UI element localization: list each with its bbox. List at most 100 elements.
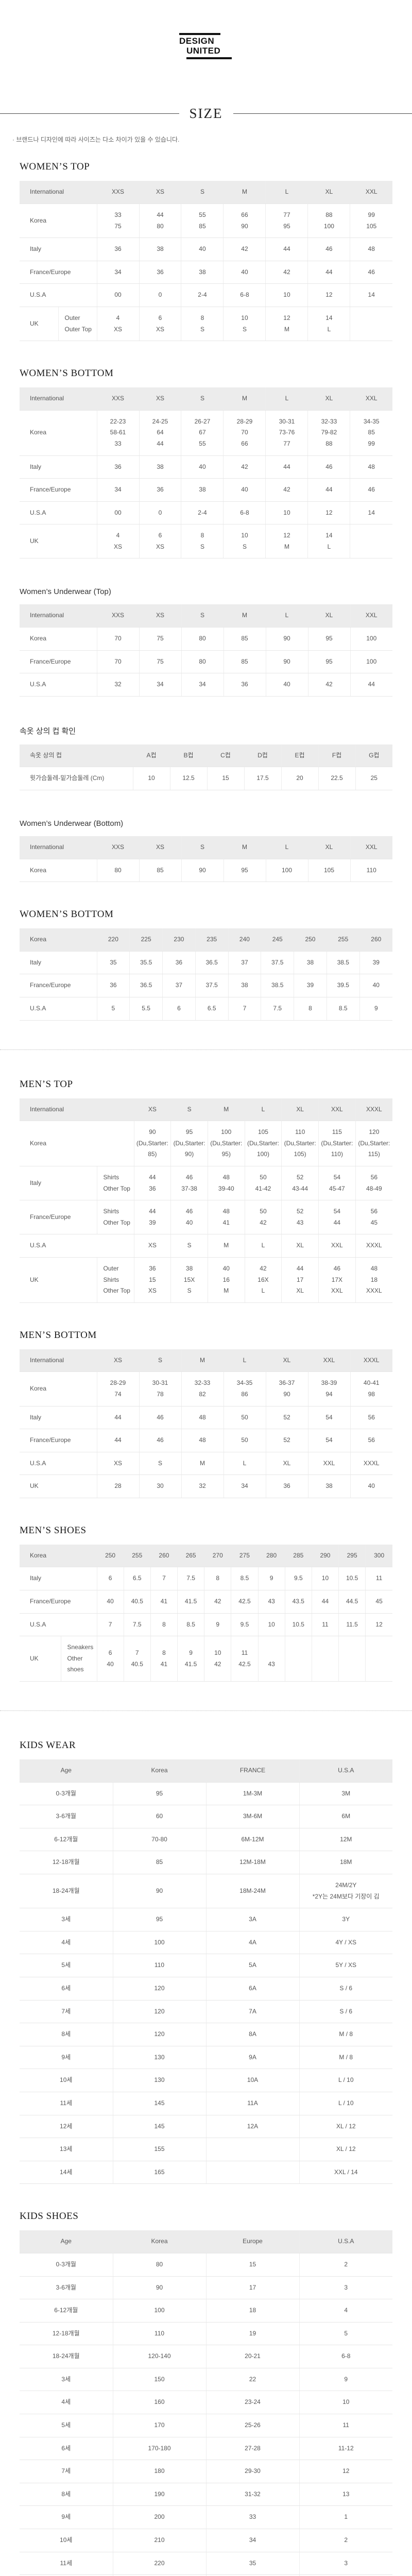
size-cell: 100 <box>113 1931 207 1955</box>
row-label: U.S.A <box>20 283 97 307</box>
size-cell: 18M-24M <box>206 1874 300 1909</box>
size-cell: 24M/2Y *2Y는 24M보다 기장이 김 <box>299 1874 392 1909</box>
row-label: U.S.A <box>20 673 97 697</box>
size-cell: S <box>170 1234 208 1258</box>
column-header: XXL <box>350 604 392 628</box>
size-cell: 10 <box>265 501 308 525</box>
column-header: S <box>181 181 224 204</box>
size-cell: 70 <box>97 627 140 651</box>
size-cell: 27-28 <box>206 2437 300 2461</box>
row-label: 11세 <box>20 2092 113 2115</box>
size-cell: 7 <box>228 997 262 1021</box>
table-row: 6-12개월 70-80 6M-12M 12M <box>20 1828 392 1852</box>
size-cell: 14 <box>350 501 392 525</box>
size-cell: 40 <box>223 261 266 284</box>
size-cell: 10.5 <box>285 1613 312 1637</box>
column-header: 280 <box>258 1544 285 1568</box>
size-cell: 2 <box>299 2253 392 2277</box>
table-row: U.S.A 32 34 34 36 40 42 44 <box>20 673 392 697</box>
column-header: XXL <box>350 387 392 411</box>
size-cell: 25-26 <box>206 2414 300 2437</box>
row-label: U.S.A <box>20 1452 97 1476</box>
size-cell: 52 43-44 <box>281 1166 319 1201</box>
column-header: U.S.A <box>299 2230 392 2253</box>
row-label: 3세 <box>20 1908 113 1931</box>
size-cell: XXXL <box>355 1234 392 1258</box>
row-label: Italy <box>20 1567 97 1591</box>
row-label: 5세 <box>20 2414 113 2437</box>
column-header: XXL <box>350 181 392 204</box>
size-cell: 9 <box>299 2368 392 2392</box>
size-cell: 50 <box>224 1429 266 1452</box>
column-header: XS <box>97 1349 140 1372</box>
column-header: 245 <box>261 928 295 952</box>
size-cell: 54 <box>308 1429 351 1452</box>
column-header: XXS <box>97 604 140 628</box>
size-cell: 75 <box>139 650 182 674</box>
mens-top-table: International XS S M L XL XXL XXXL Korea 90 (Du,St… <box>20 1098 392 1303</box>
column-header: Korea <box>113 2230 207 2253</box>
size-cell: 9 41.5 <box>177 1636 205 1682</box>
table-row: Italy 36 38 40 42 44 46 48 <box>20 455 392 479</box>
size-cell: 39 <box>359 951 392 975</box>
title-rule-right <box>233 113 412 114</box>
table-row: UK Outer Outer Top 4 XS 6 XS 8 S 10 S 12 M 14 L <box>20 307 392 342</box>
size-cell: 54 45-47 <box>318 1166 356 1201</box>
size-cell: 90 <box>181 859 224 883</box>
column-header: International <box>20 181 97 204</box>
row-label: 11세 <box>20 2552 113 2575</box>
row-label: UK <box>20 524 97 559</box>
size-cell: 39 <box>294 974 327 997</box>
column-header: S <box>181 387 224 411</box>
column-header: A컵 <box>133 744 170 768</box>
size-cell: 52 <box>266 1406 308 1430</box>
column-header: S <box>181 604 224 628</box>
size-cell: 85 <box>224 627 266 651</box>
table-row: Korea 70 75 80 85 90 95 100 <box>20 627 392 651</box>
size-cell: 9A <box>206 2046 300 2070</box>
size-cell: 28-29 74 <box>97 1371 140 1406</box>
size-cell: 12 <box>299 2460 392 2483</box>
size-cell: 40 <box>181 455 224 479</box>
table-row: 12-18개월 85 12M-18M 18M <box>20 1851 392 1874</box>
size-cell: 105 (Du,Starter: 100) <box>245 1121 282 1166</box>
table-row: 9세 200 33 1 <box>20 2505 392 2530</box>
size-cell: 3Y <box>299 1908 392 1931</box>
size-cell: 120 <box>113 1977 207 2001</box>
size-cell: 35.5 <box>129 951 163 975</box>
row-label: UK <box>20 1475 97 1498</box>
size-cell: 90 (Du,Starter: 85) <box>134 1121 171 1166</box>
size-cell: 34-35 86 <box>224 1371 266 1406</box>
column-header: XL <box>281 1098 319 1122</box>
size-cell: 150 <box>113 2368 207 2392</box>
size-cell: XXXL <box>350 1452 392 1476</box>
table-row: UK 28 30 32 34 36 38 40 <box>20 1475 392 1498</box>
size-cell: 40.5 <box>124 1590 151 1614</box>
column-header: Korea <box>20 1544 97 1568</box>
row-label: 3세 <box>20 2368 113 2392</box>
size-cell: 6.5 <box>124 1567 151 1591</box>
size-cell: 0 <box>139 501 182 525</box>
size-cell <box>285 1636 312 1682</box>
size-cell: 42.5 <box>231 1590 259 1614</box>
size-cell: 180 <box>113 2460 207 2483</box>
table-row: Italy Shirts Other Top 44 36 46 37-38 48 39-40 50… <box>20 1166 392 1201</box>
size-cell <box>206 2138 300 2161</box>
size-cell: 90 <box>266 650 308 674</box>
size-cell: 46 37-38 <box>170 1166 208 1201</box>
size-cell: 170-180 <box>113 2437 207 2461</box>
section-title-womens-bottom: WOMEN’S BOTTOM <box>20 368 114 379</box>
size-cell: 7.5 <box>261 997 295 1021</box>
size-cell: 4 XS <box>97 307 140 342</box>
size-cell: 43 <box>258 1590 285 1614</box>
size-cell: 22.5 <box>318 767 356 791</box>
table-header-row: International XXS XS S M L XL XXL <box>20 181 392 204</box>
size-cell: 8 <box>204 1567 232 1591</box>
table-header-row: Korea 250 255 260 265 270 275 280 285 290 295 300 <box>20 1544 392 1568</box>
row-label: France/Europe <box>20 1429 97 1452</box>
size-cell: M / 8 <box>299 2046 392 2070</box>
table-row: 12세230364 <box>20 2574 392 2576</box>
size-cell: 55 85 <box>181 204 224 239</box>
size-cell: 130 <box>113 2069 207 2092</box>
